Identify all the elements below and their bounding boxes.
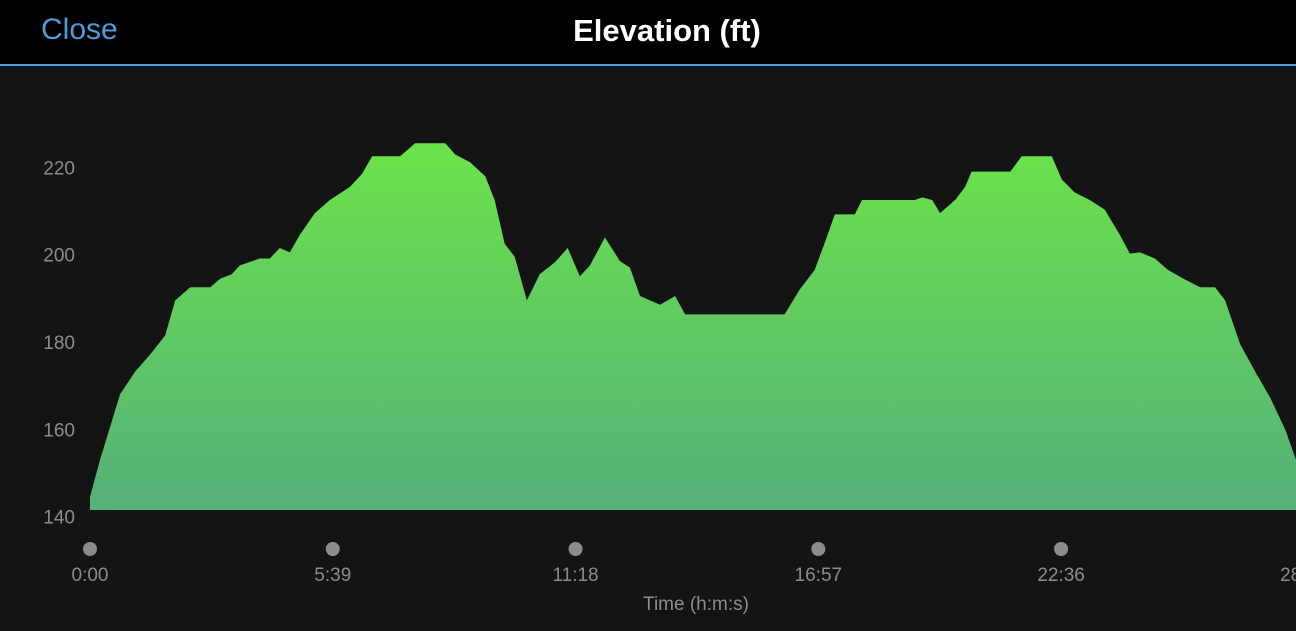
x-tick-dot: [1054, 542, 1069, 556]
x-tick-label: 0:00: [72, 565, 109, 586]
y-tick-label: 160: [43, 420, 75, 441]
x-tick-dot: [83, 542, 97, 556]
header-divider: [0, 64, 1296, 66]
close-button[interactable]: Close: [41, 13, 118, 46]
x-tick-dot: [325, 542, 340, 556]
y-tick-label: 140: [43, 508, 75, 529]
header-bar: [0, 0, 1296, 64]
x-tick-label: 28:15: [1280, 565, 1296, 586]
chart-title: Elevation (ft): [573, 13, 761, 48]
elevation-area: [90, 143, 1296, 510]
x-tick-dot: [568, 542, 583, 556]
x-tick-label: 22:36: [1037, 565, 1085, 586]
x-axis-title: Time (h:m:s): [643, 594, 749, 615]
x-tick-label: 11:18: [552, 565, 598, 586]
y-tick-label: 220: [43, 158, 75, 179]
x-tick-label: 5:39: [314, 565, 351, 586]
y-tick-label: 180: [43, 333, 75, 354]
y-tick-label: 200: [43, 246, 75, 267]
x-tick-dot: [811, 542, 826, 556]
x-tick-label: 16:57: [795, 565, 843, 586]
